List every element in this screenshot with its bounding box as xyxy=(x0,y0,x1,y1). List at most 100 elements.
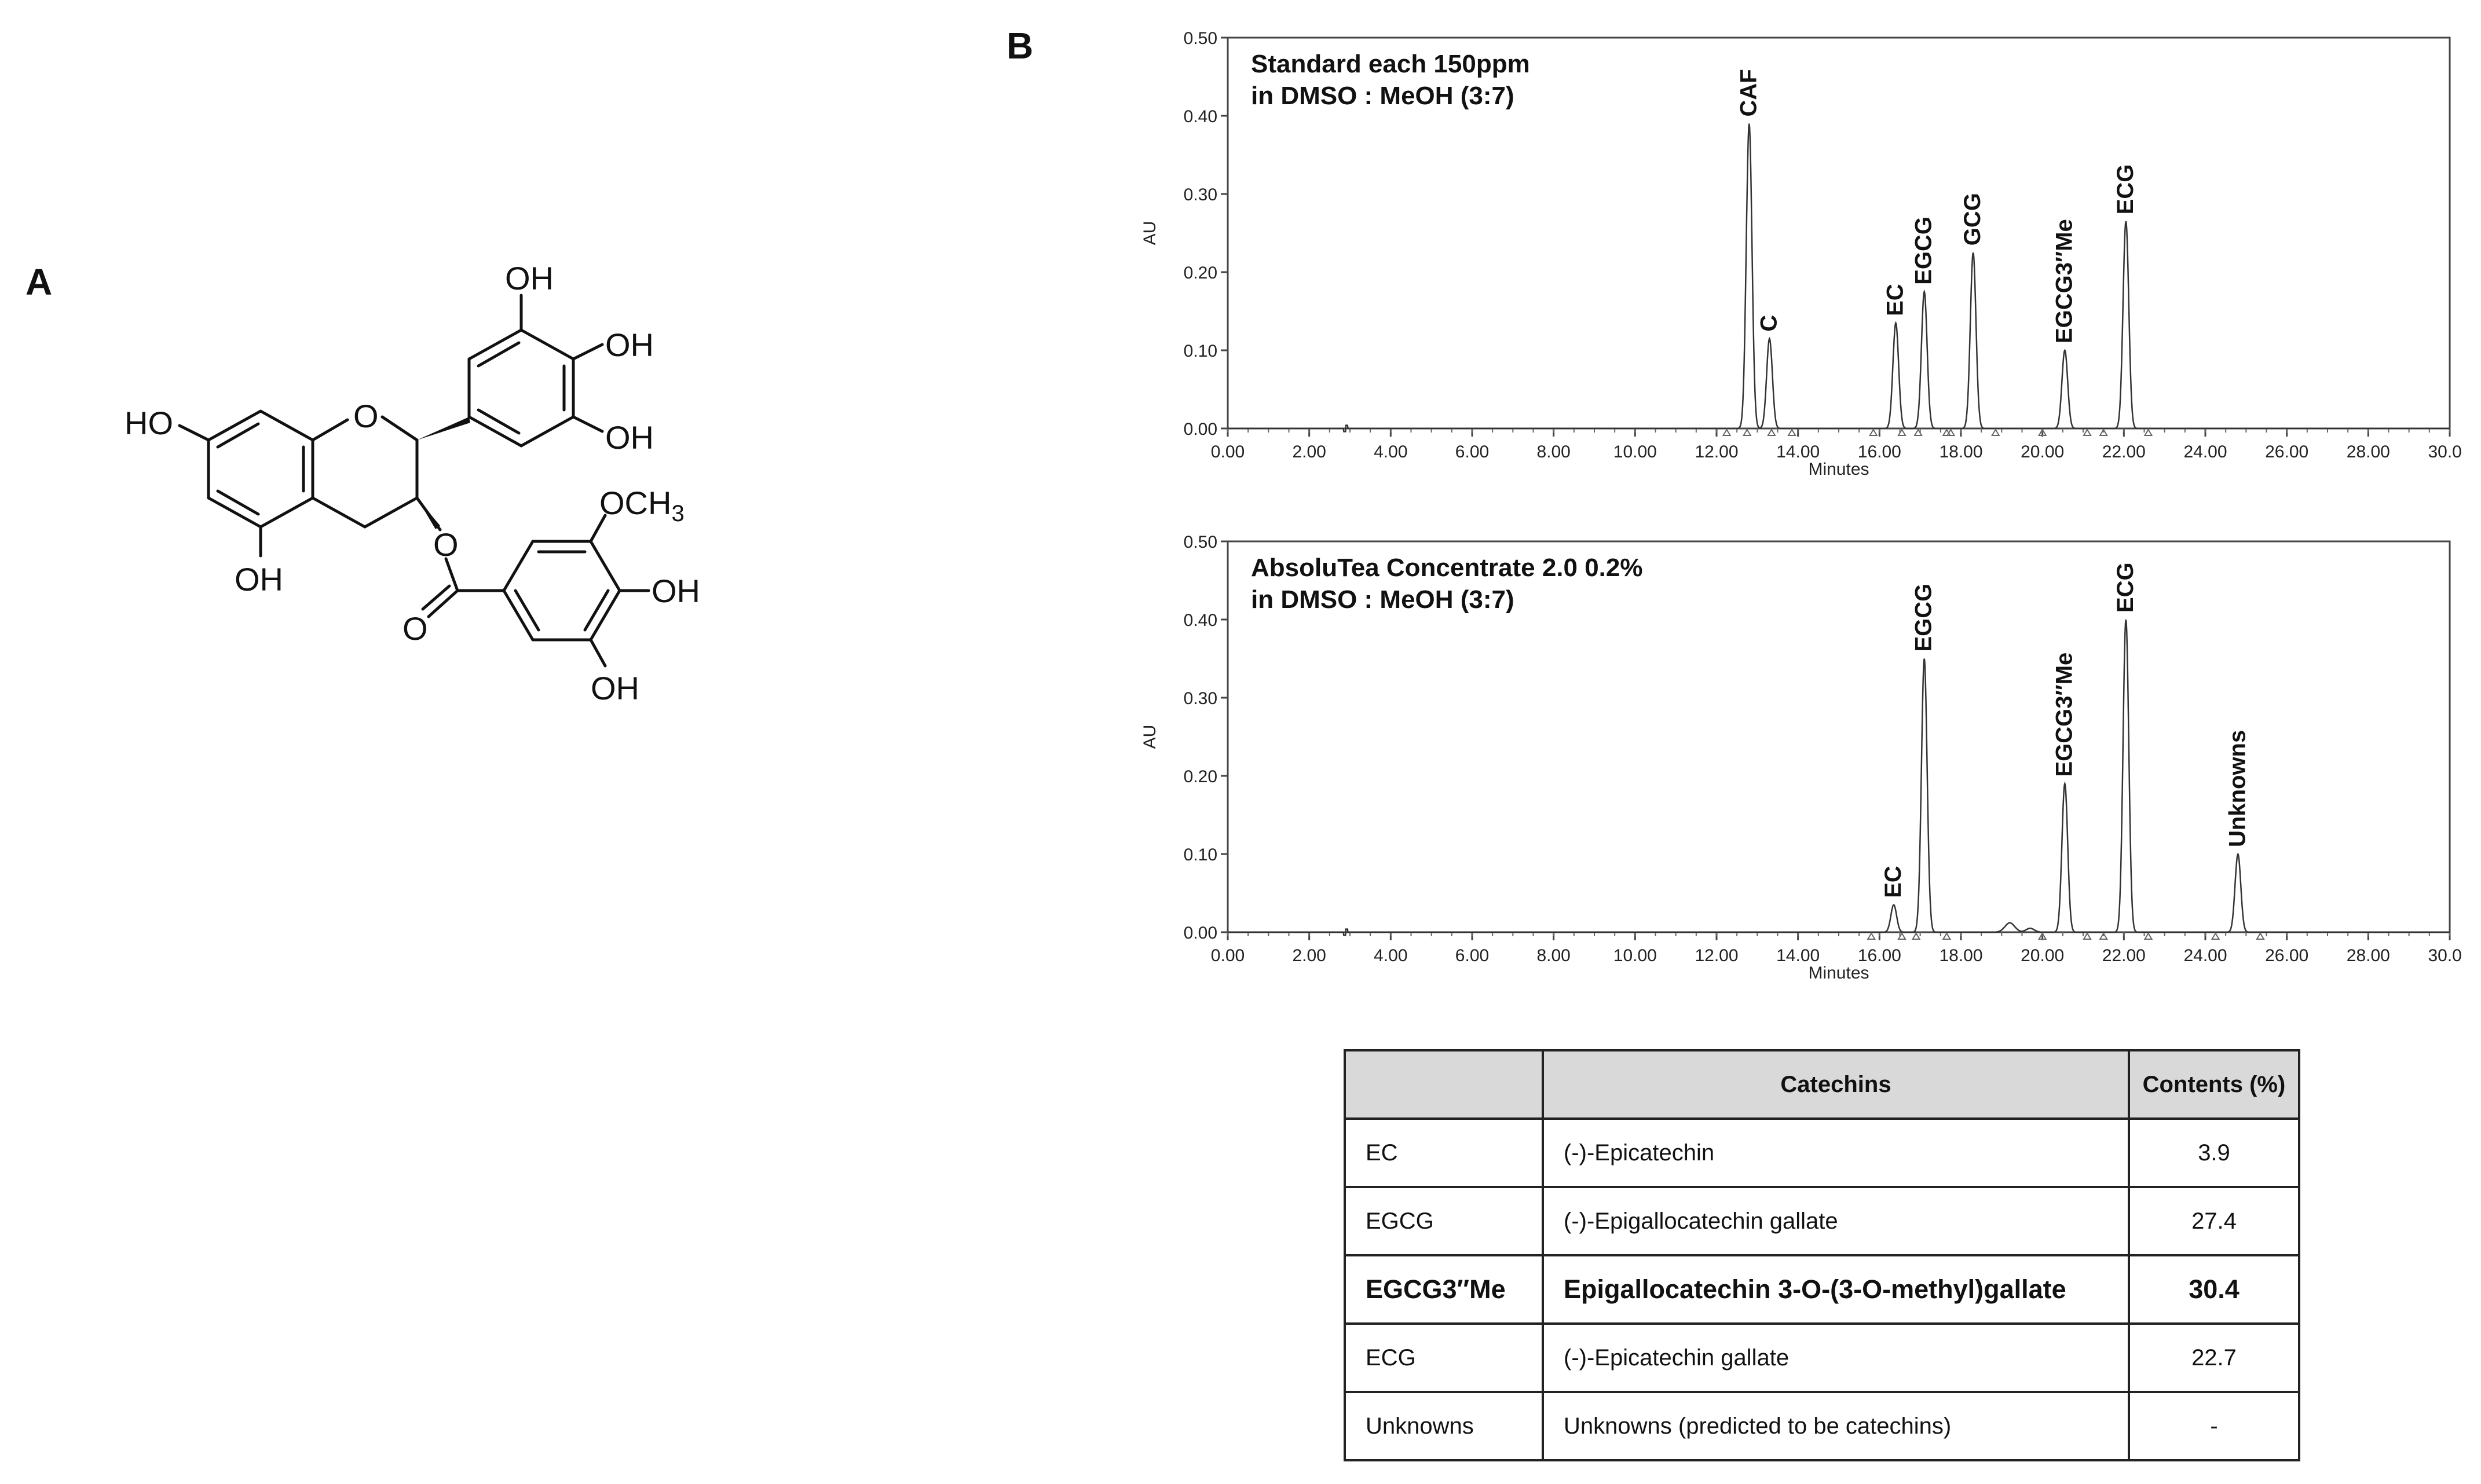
x-tick-label: 28.00 xyxy=(2347,442,2390,461)
integration-marker xyxy=(2143,428,2153,436)
y-tick-label: 0.50 xyxy=(1184,29,1217,48)
chart-title: Standard each 150ppm xyxy=(1251,50,1530,78)
integration-marker xyxy=(2099,428,2108,436)
x-tick-label: 20.00 xyxy=(2021,442,2064,461)
x-tick-label: 24.00 xyxy=(2183,946,2227,965)
table-row: EGCG3″Me Epigallocatechin 3-O-(3-O-methy… xyxy=(1344,1254,2300,1325)
x-tick-label: 16.00 xyxy=(1858,442,1901,461)
table-cell: 27.4 xyxy=(2128,1186,2300,1256)
peak-label: EGCG3″Me xyxy=(2051,219,2077,343)
x-tick-label: 22.00 xyxy=(2102,946,2146,965)
x-tick-label: 30.00 xyxy=(2428,946,2461,965)
y-tick-label: 0.50 xyxy=(1184,533,1217,552)
ester-oxygen-label: O xyxy=(433,526,459,563)
integration-marker xyxy=(1942,932,1952,940)
table-row: EC (-)-Epicatechin 3.9 xyxy=(1344,1117,2300,1188)
table-cell: ECG xyxy=(1344,1322,1544,1393)
integration-marker xyxy=(2037,428,2047,436)
table-cell: (-)-Epicatechin xyxy=(1542,1117,2130,1188)
peak-label: GCG xyxy=(1960,193,1985,245)
integration-marker xyxy=(1946,428,1956,436)
x-tick-label: 18.00 xyxy=(1939,946,1982,965)
x-tick-label: 24.00 xyxy=(2183,442,2227,461)
x-tick-label: 6.00 xyxy=(1455,442,1489,461)
y-tick-label: 0.10 xyxy=(1184,342,1217,361)
integration-marker xyxy=(2211,932,2220,940)
x-tick-label: 2.00 xyxy=(1292,946,1326,965)
y-axis-label: AU xyxy=(1140,221,1159,245)
integration-marker xyxy=(2083,932,2092,940)
table-cell: EC xyxy=(1344,1117,1544,1188)
integration-marker xyxy=(2099,932,2108,940)
table-cell: EGCG xyxy=(1344,1186,1544,1256)
integration-marker xyxy=(1742,428,1752,436)
x-tick-label: 0.00 xyxy=(1211,442,1245,461)
x-tick-label: 28.00 xyxy=(2347,946,2390,965)
y-tick-label: 0.30 xyxy=(1184,689,1217,708)
panel-a-label: A xyxy=(25,261,53,303)
y-tick-label: 0.30 xyxy=(1184,185,1217,204)
x-axis-label: Minutes xyxy=(1808,963,1869,983)
integration-marker xyxy=(2143,932,2153,940)
x-tick-label: 12.00 xyxy=(1695,946,1738,965)
y-tick-label: 0.20 xyxy=(1184,767,1217,786)
integration-marker xyxy=(1869,428,1878,436)
x-tick-label: 8.00 xyxy=(1536,946,1570,965)
egcg3me-structure: OH OH OH HO O O O OCH3 OH OH OH xyxy=(125,260,700,706)
catechin-contents-table: Catechins Contents (%) EC (-)-Epicatechi… xyxy=(1344,1049,2300,1461)
x-tick-label: 4.00 xyxy=(1374,442,1407,461)
x-tick-label: 8.00 xyxy=(1536,442,1570,461)
table-header-cell xyxy=(1344,1049,1544,1120)
integration-marker xyxy=(1913,428,1923,436)
x-tick-label: 6.00 xyxy=(1455,946,1489,965)
x-tick-label: 4.00 xyxy=(1374,946,1407,965)
x-tick-label: 14.00 xyxy=(1776,442,1820,461)
integration-marker xyxy=(1722,428,1732,436)
ho-left-label: HO xyxy=(125,405,173,441)
table-header-cell: Catechins xyxy=(1542,1049,2130,1120)
peak-label: Unknowns xyxy=(2224,730,2250,847)
oh-a-bottom-label: OH xyxy=(235,561,283,598)
peak-label: CAF xyxy=(1736,69,1761,116)
table-row: EGCG (-)-Epigallocatechin gallate 27.4 xyxy=(1344,1186,2300,1256)
chart-subtitle: in DMSO : MeOH (3:7) xyxy=(1251,585,1514,614)
peak-label: C xyxy=(1756,315,1781,332)
oh-ring-bottom-label: OH xyxy=(605,419,654,456)
och3-label: OCH3 xyxy=(599,485,685,526)
x-tick-label: 10.00 xyxy=(1613,946,1657,965)
y-tick-label: 0.40 xyxy=(1184,107,1217,126)
x-tick-label: 10.00 xyxy=(1613,442,1657,461)
y-tick-label: 0.40 xyxy=(1184,611,1217,630)
integration-marker xyxy=(1787,428,1796,436)
integration-marker xyxy=(1897,428,1907,436)
chromatogram-standard: 0.00 0.10 0.20 0.30 0.40 0.50 0.00 2.00 4.00 6.00… xyxy=(1140,29,2461,479)
integration-marker xyxy=(2037,932,2047,940)
integration-marker xyxy=(1867,932,1876,940)
y-tick-label: 0.00 xyxy=(1184,924,1217,943)
x-tick-label: 12.00 xyxy=(1695,442,1738,461)
y-tick-label: 0.20 xyxy=(1184,263,1217,283)
y-axis-label: AU xyxy=(1140,725,1159,749)
x-tick-label: 26.00 xyxy=(2265,442,2308,461)
table-cell: 3.9 xyxy=(2128,1117,2300,1188)
peak-label: ECG xyxy=(2113,562,2138,613)
oh-right-label: OH xyxy=(605,327,654,363)
x-tick-label: 14.00 xyxy=(1776,946,1820,965)
chromatogram-trace xyxy=(1228,123,2450,433)
table-row: ECG (-)-Epicatechin gallate 22.7 xyxy=(1344,1322,2300,1393)
oh-top-label: OH xyxy=(505,260,554,296)
x-tick-label: 18.00 xyxy=(1939,442,1982,461)
chart-subtitle: in DMSO : MeOH (3:7) xyxy=(1251,82,1514,110)
x-tick-label: 0.00 xyxy=(1211,946,1245,965)
integration-marker xyxy=(1767,428,1776,436)
table-cell: Epigallocatechin 3-O-(3-O-methyl)gallate xyxy=(1542,1254,2130,1325)
table-row: Unknowns Unknowns (predicted to be catec… xyxy=(1344,1391,2300,1461)
table-cell: Unknowns (predicted to be catechins) xyxy=(1542,1391,2130,1461)
integration-marker xyxy=(2083,428,2092,436)
table-cell: - xyxy=(2128,1391,2300,1461)
x-tick-label: 20.00 xyxy=(2021,946,2064,965)
table-header-cell: Contents (%) xyxy=(2128,1049,2300,1120)
integration-marker xyxy=(2256,932,2265,940)
integration-marker xyxy=(1897,932,1907,940)
x-tick-label: 16.00 xyxy=(1858,946,1901,965)
